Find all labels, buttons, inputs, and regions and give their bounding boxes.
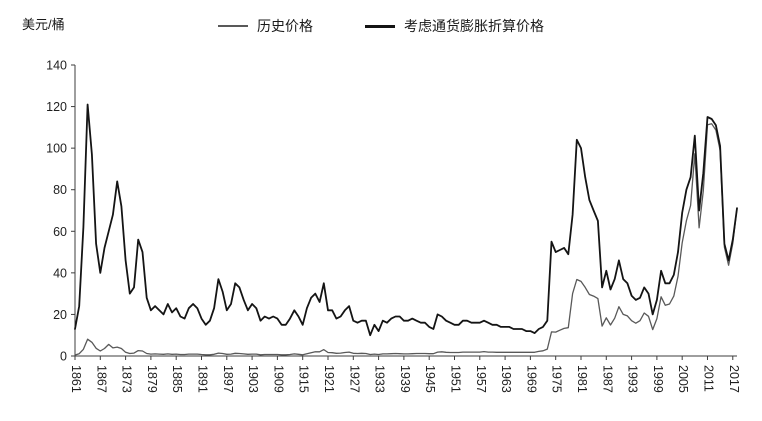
x-tick-label: 1921 — [322, 365, 336, 393]
legend: 历史价格 考虑通货膨胀折算价格 — [0, 16, 762, 36]
series-line-0 — [74, 123, 738, 356]
y-tick-label: 60 — [53, 225, 67, 239]
legend-label-historical: 历史价格 — [257, 18, 313, 34]
legend-item-historical-price: 历史价格 — [218, 16, 313, 36]
y-tick-label: 80 — [53, 183, 67, 197]
x-tick-label: 1861 — [69, 365, 83, 393]
legend-line-sample-inflation-adjusted — [365, 24, 395, 28]
legend-label-inflation-adjusted: 考虑通货膨胀折算价格 — [404, 18, 544, 34]
x-tick-label: 1897 — [221, 365, 235, 393]
x-tick-label: 1933 — [373, 365, 387, 393]
x-tick-label: 1969 — [524, 365, 538, 393]
y-tick-label: 100 — [46, 142, 67, 156]
y-tick-label: 20 — [53, 308, 67, 322]
legend-item-inflation-adjusted-price: 考虑通货膨胀折算价格 — [365, 16, 544, 36]
x-tick-label: 1963 — [499, 365, 513, 393]
series-line-1 — [74, 103, 738, 337]
x-tick-label: 1867 — [94, 365, 108, 393]
x-tick-label: 2005 — [676, 365, 690, 393]
x-tick-label: 1987 — [600, 365, 614, 393]
x-tick-label: 1993 — [626, 365, 640, 393]
x-tick-label: 1915 — [297, 365, 311, 393]
legend-line-sample-historical — [218, 25, 248, 27]
x-tick-label: 1951 — [448, 365, 462, 393]
x-tick-label: 1873 — [120, 365, 134, 393]
x-tick-label: 1939 — [398, 365, 412, 393]
y-axis-unit-label: 美元/桶 — [22, 17, 65, 32]
y-tick-label: 40 — [53, 266, 67, 280]
x-tick-label: 1999 — [651, 365, 665, 393]
x-tick-label: 1975 — [550, 365, 564, 393]
x-tick-label: 2017 — [727, 365, 741, 393]
x-tick-label: 1891 — [195, 365, 209, 393]
x-tick-label: 1903 — [246, 365, 260, 393]
x-tick-label: 1879 — [145, 365, 159, 393]
y-tick-label: 120 — [46, 100, 67, 114]
x-tick-label: 1981 — [575, 365, 589, 393]
x-tick-label: 1945 — [423, 365, 437, 393]
x-tick-label: 1927 — [347, 365, 361, 393]
x-tick-label: 1909 — [271, 365, 285, 393]
x-tick-label: 2011 — [701, 365, 715, 392]
x-tick-label: 1957 — [474, 365, 488, 393]
y-tick-label: 0 — [60, 350, 67, 364]
y-tick-label: 140 — [46, 59, 67, 73]
x-tick-label: 1885 — [170, 365, 184, 393]
